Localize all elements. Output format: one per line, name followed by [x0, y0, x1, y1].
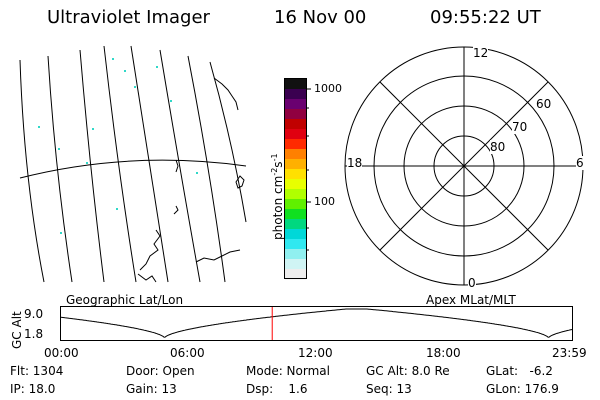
info-flight: Flt: 1304: [10, 364, 64, 378]
colorbar-unit-label: photon cm-2s-1: [270, 153, 285, 240]
colorbar-cell: [285, 109, 306, 120]
mlt-label-12: 12: [473, 46, 489, 60]
mlt-label-6: 6: [576, 156, 584, 170]
gc-plot-xtick-0600: 06:00: [170, 346, 205, 360]
colorbar-cell: [285, 89, 306, 100]
geographic-panel-label: Geographic Lat/Lon: [66, 293, 184, 307]
mlat-label-80: 80: [490, 140, 506, 154]
colorbar-cell: [285, 179, 306, 190]
mlat-label-60: 60: [536, 97, 552, 111]
colorbar-unit-base: photon cm: [271, 175, 285, 240]
gc-altitude-plot: [60, 306, 573, 341]
colorbar-cell: [285, 149, 306, 160]
gc-plot-ylabel: GC Alt: [10, 311, 24, 349]
colorbar-cell: [285, 139, 306, 150]
gc-plot-xtick-1800: 18:00: [426, 346, 461, 360]
colorbar: [284, 78, 307, 280]
colorbar-cell: [285, 219, 306, 230]
colorbar-cell: [285, 249, 306, 260]
colorbar-unit-s: s: [271, 161, 285, 168]
colorbar-tick-1000: 1000: [314, 82, 342, 95]
info-gc-alt: GC Alt: 8.0 Re: [366, 364, 450, 378]
instrument-title: Ultraviolet Imager: [47, 7, 210, 28]
info-door: Door: Open: [126, 364, 195, 378]
info-ip: IP: 18.0: [10, 382, 56, 396]
colorbar-cell: [285, 129, 306, 140]
gc-plot-ytick-bottom: 1.8: [24, 327, 44, 341]
info-mode: Mode: Normal: [246, 364, 330, 378]
info-gain: Gain: 13: [126, 382, 177, 396]
mlat-label-70: 70: [512, 120, 528, 134]
colorbar-cell: [285, 269, 306, 280]
colorbar-unit-exp1: -2: [270, 167, 279, 176]
colorbar-cell: [285, 159, 306, 170]
colorbar-tick-100: 100: [314, 195, 335, 208]
colorbar-cell: [285, 199, 306, 210]
colorbar-cell: [285, 79, 306, 90]
date-label: 16 Nov 00: [274, 7, 367, 28]
colorbar-unit-exp2: -1: [270, 153, 279, 162]
colorbar-ticks: [306, 88, 311, 251]
mlt-label-18: 18: [347, 156, 363, 170]
gc-plot-xtick-0000: 00:00: [44, 346, 79, 360]
gc-plot-ytick-top: 9.0: [24, 307, 44, 321]
colorbar-cell: [285, 229, 306, 240]
colorbar-cell: [285, 189, 306, 200]
colorbar-cell: [285, 169, 306, 180]
colorbar-cell: [285, 99, 306, 110]
info-glon: GLon: 176.9: [486, 382, 559, 396]
gc-plot-xtick-1200: 12:00: [298, 346, 333, 360]
gc-plot-xtick-2359: 23:59: [552, 346, 587, 360]
colorbar-cell: [285, 119, 306, 130]
info-glat: GLat: -6.2: [486, 364, 553, 378]
colorbar-cell: [285, 239, 306, 250]
info-dsp: Dsp: 1.6: [246, 382, 308, 396]
polar-panel-label: Apex MLat/MLT: [426, 293, 516, 307]
info-seq: Seq: 13: [366, 382, 412, 396]
mlt-label-0: 0: [468, 276, 476, 290]
colorbar-cell: [285, 259, 306, 270]
polar-plot: [344, 46, 584, 286]
time-label: 09:55:22 UT: [430, 7, 541, 28]
colorbar-cell: [285, 209, 306, 220]
